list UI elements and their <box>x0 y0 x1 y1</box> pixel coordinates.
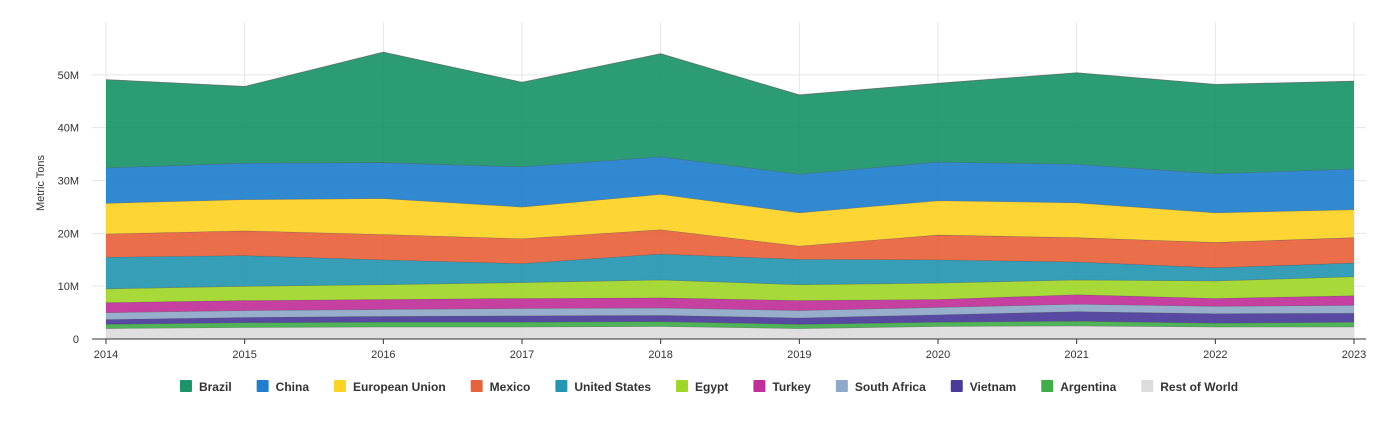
y-tick-label: 0 <box>73 334 79 346</box>
y-tick-label: 10M <box>58 281 79 293</box>
y-axis-title: Metric Tons <box>35 154 47 211</box>
legend-swatch <box>1041 380 1054 392</box>
x-tick-label: 2020 <box>926 349 950 361</box>
legend-item-united-states[interactable]: United States <box>555 380 651 394</box>
area-brazil[interactable] <box>106 52 1354 175</box>
legend-item-egypt[interactable]: Egypt <box>676 380 728 394</box>
legend-swatch <box>753 380 766 392</box>
legend-item-rest-of-world[interactable]: Rest of World <box>1141 380 1238 394</box>
y-tick-label: 20M <box>58 228 79 240</box>
area-edge-brazil <box>105 51 1355 96</box>
legend-swatch <box>179 380 192 392</box>
legend-swatch <box>555 380 568 392</box>
area-turkey[interactable] <box>106 294 1354 313</box>
legend-swatch <box>835 380 848 392</box>
area-south-africa[interactable] <box>106 304 1354 320</box>
legend-label: Turkey <box>772 380 811 394</box>
legend-item-turkey[interactable]: Turkey <box>753 380 811 394</box>
legend-item-brazil[interactable]: Brazil <box>179 380 232 394</box>
legend-label: United States <box>574 380 651 394</box>
legend-swatch <box>1141 380 1154 392</box>
area-vietnam[interactable] <box>106 311 1354 325</box>
legend-item-european-union[interactable]: European Union <box>334 380 446 394</box>
area-argentina[interactable] <box>106 321 1354 329</box>
legend-label: Rest of World <box>1160 380 1238 394</box>
legend-label: South Africa <box>855 380 926 394</box>
area-series <box>105 51 1355 339</box>
area-egypt[interactable] <box>106 276 1354 303</box>
legend-swatch <box>676 380 689 392</box>
x-tick-label: 2021 <box>1064 349 1088 361</box>
area-china[interactable] <box>106 156 1354 213</box>
legend-label: European Union <box>353 380 446 394</box>
x-tick-label: 2015 <box>232 349 256 361</box>
y-tick-label: 30M <box>58 176 79 188</box>
area-rest-of-world[interactable] <box>106 325 1354 339</box>
legend-swatch <box>950 380 963 392</box>
legend-item-vietnam[interactable]: Vietnam <box>950 380 1016 394</box>
area-united-states[interactable] <box>106 253 1354 289</box>
legend-item-mexico[interactable]: Mexico <box>470 380 531 394</box>
legend-label: Vietnam <box>970 380 1016 394</box>
x-tick-label: 2022 <box>1203 349 1227 361</box>
legend-item-china[interactable]: China <box>256 380 310 394</box>
x-tick-label: 2018 <box>648 349 672 361</box>
x-tick-label: 2016 <box>371 349 395 361</box>
legend-label: Argentina <box>1060 380 1116 394</box>
legend-item-south-africa[interactable]: South Africa <box>835 380 926 394</box>
legend: Brazil China European Union Mexico United St… <box>179 380 1238 394</box>
axes: 2014 2015 2016 2017 2018 2019 2020 2021 2022 2023… <box>58 70 1367 361</box>
legend-swatch <box>256 380 269 392</box>
x-tick-label: 2019 <box>787 349 811 361</box>
legend-swatch <box>470 380 483 392</box>
legend-label: Mexico <box>490 380 531 394</box>
legend-label: China <box>276 380 310 394</box>
area-european-union[interactable] <box>106 194 1354 247</box>
x-tick-label: 2014 <box>94 349 118 361</box>
area-mexico[interactable] <box>106 229 1354 268</box>
legend-label: Egypt <box>695 380 728 394</box>
y-tick-label: 50M <box>58 70 79 82</box>
legend-label: Brazil <box>199 380 232 394</box>
x-tick-label: 2023 <box>1342 349 1366 361</box>
x-tick-label: 2017 <box>510 349 534 361</box>
legend-item-argentina[interactable]: Argentina <box>1041 380 1117 394</box>
y-tick-label: 40M <box>58 123 79 135</box>
legend-swatch <box>334 380 346 392</box>
